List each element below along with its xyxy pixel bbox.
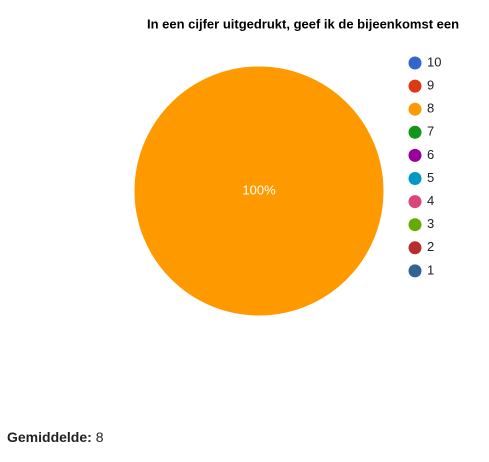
legend-marker	[408, 56, 422, 70]
legend-label: 10	[427, 54, 441, 69]
legend-label: 7	[427, 124, 434, 139]
legend-marker	[408, 241, 422, 255]
legend-label: 4	[427, 193, 434, 208]
legend-label: 5	[427, 170, 434, 185]
average-value: 8	[95, 429, 104, 445]
average-label: Gemiddelde:	[7, 429, 92, 445]
legend-label: 8	[427, 101, 434, 116]
legend-marker	[408, 148, 422, 162]
chart-title: In een cijfer uitgedrukt, geef ik de bij…	[147, 16, 459, 31]
legend-marker	[408, 218, 422, 232]
chart: In een cijfer uitgedrukt, geef ik de bij…	[133, 16, 459, 317]
legend-label: 2	[427, 239, 434, 254]
legend-label: 6	[427, 147, 434, 162]
legend-marker	[408, 172, 422, 185]
legend-label: 1	[427, 262, 434, 277]
legend-marker	[408, 125, 422, 139]
slice-label: 100%	[242, 182, 276, 197]
legend-label: 9	[427, 78, 434, 93]
average: Gemiddelde: 8	[7, 429, 103, 445]
legend-marker	[408, 79, 422, 93]
legend-label: 3	[427, 216, 434, 231]
legend-marker	[408, 195, 422, 209]
legend-marker	[408, 264, 422, 278]
pie-slice	[133, 65, 385, 317]
legend-marker	[408, 102, 422, 116]
